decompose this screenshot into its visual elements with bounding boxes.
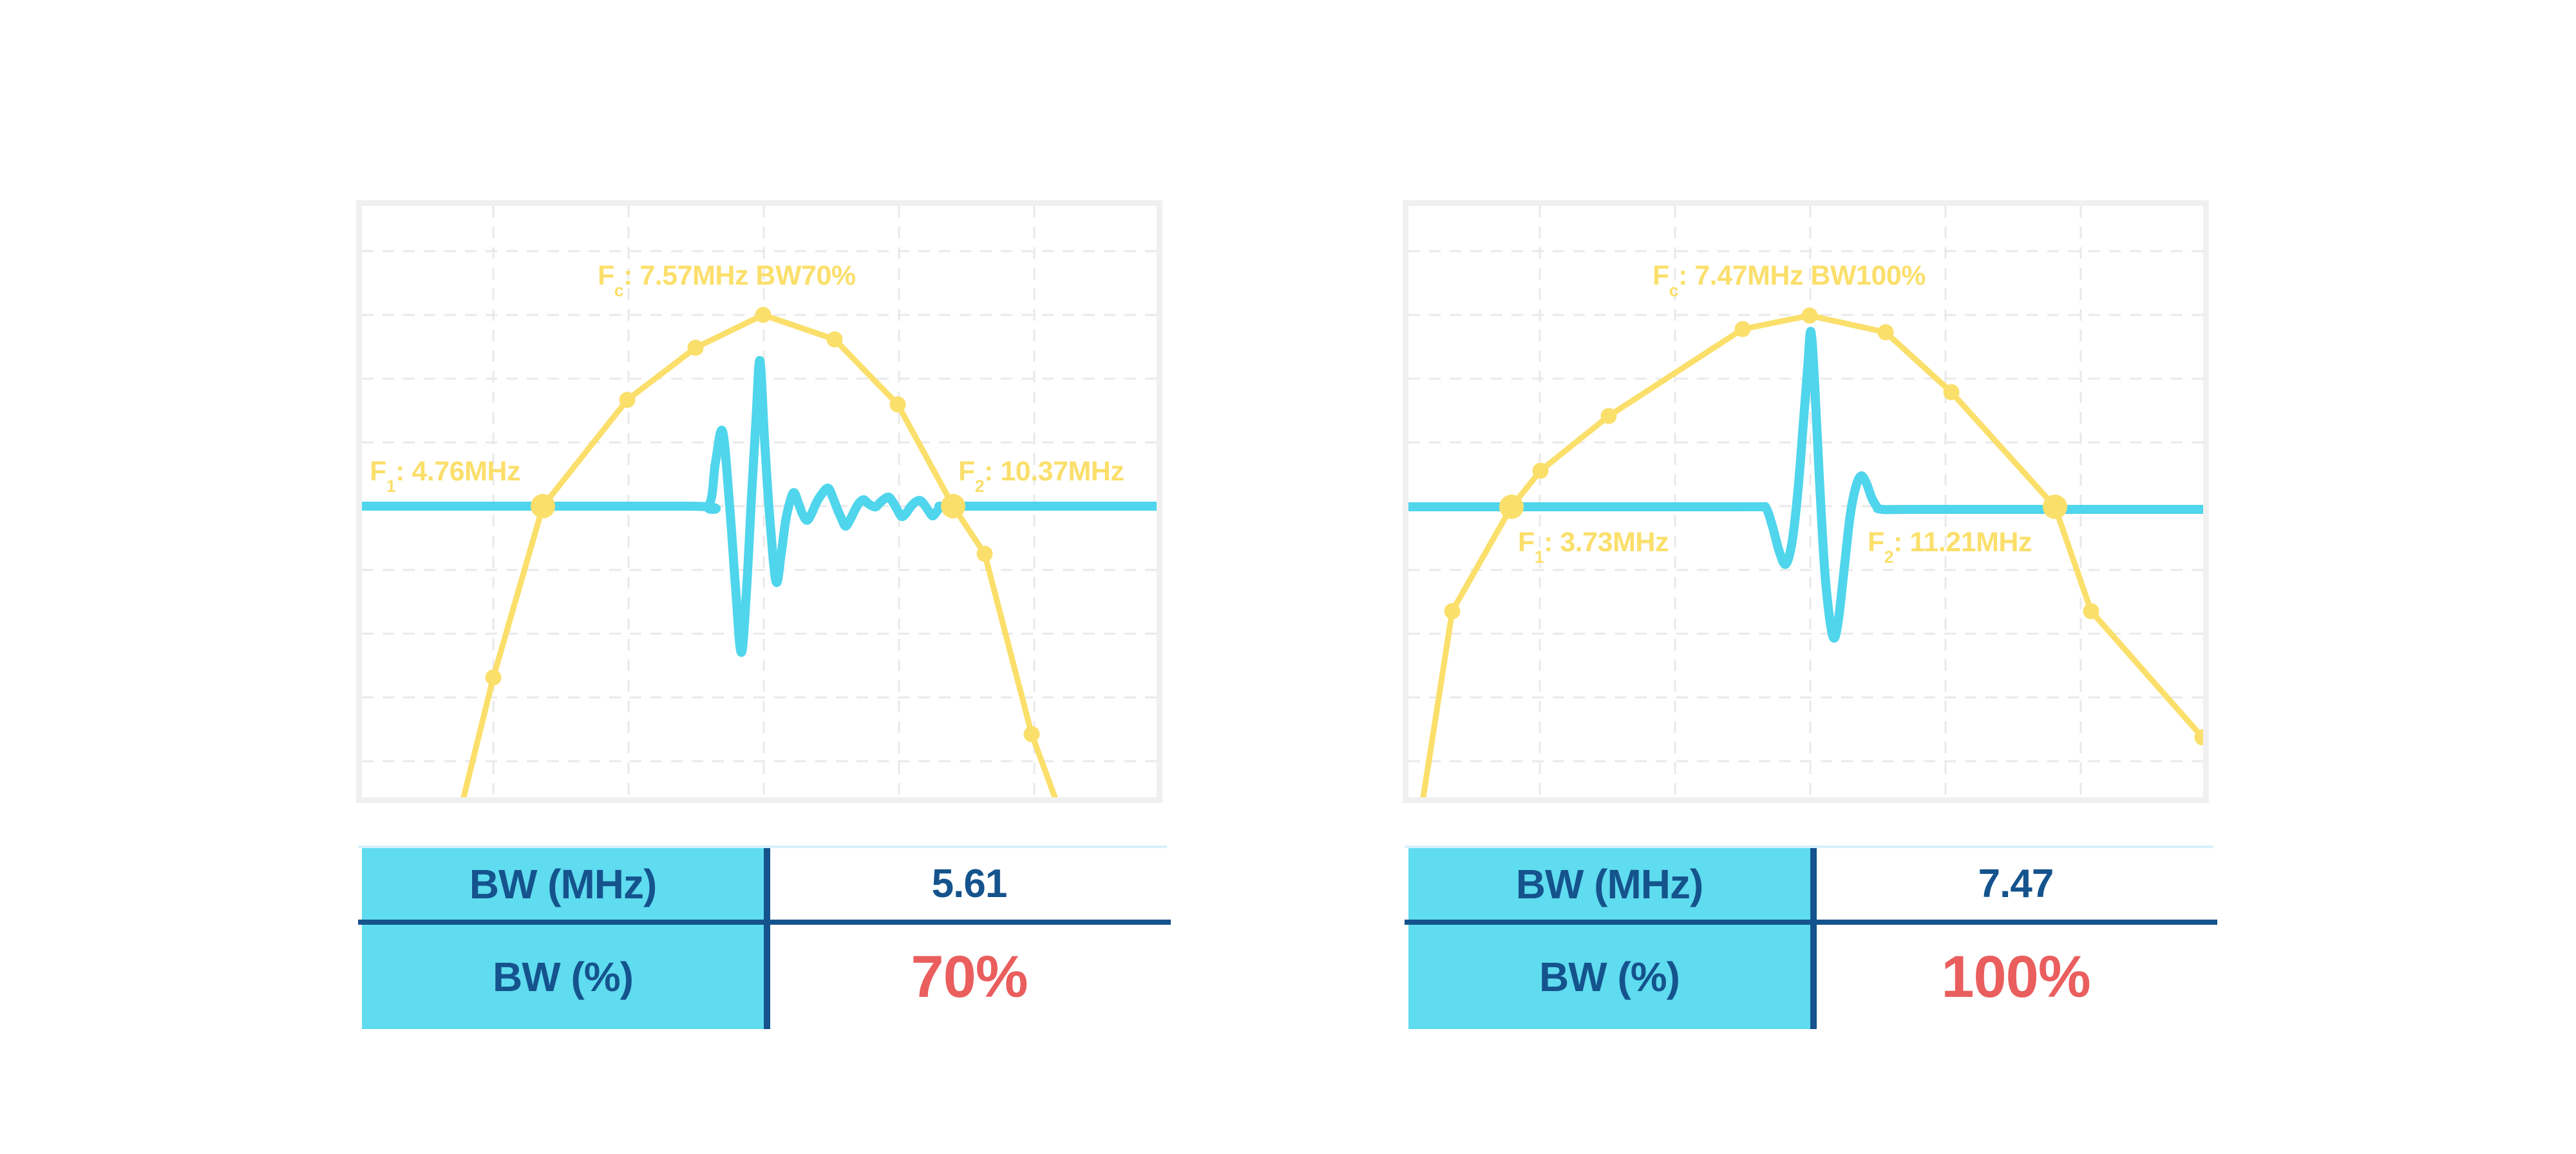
f2-annotation: F2: 11.21MHz <box>1868 527 2032 567</box>
chart-frame <box>356 200 1162 803</box>
spectrum-waveform-plot <box>362 206 1157 797</box>
f2-text: : 10.37MHz <box>984 456 1124 487</box>
spectrum-point-marker <box>485 669 502 686</box>
spectrum-point-marker <box>889 396 906 413</box>
bw-pct-value: 100% <box>1941 943 2090 1010</box>
f1-base: F <box>1518 527 1535 558</box>
f1-annotation: F1: 3.73MHz <box>1518 527 1669 567</box>
fc-text: : 7.47MHz BW100% <box>1678 260 1926 291</box>
fc-base: F <box>1653 260 1669 291</box>
f2-text: : 11.21MHz <box>1893 527 2032 558</box>
spectrum-point-marker <box>1444 603 1461 620</box>
spectrum-point-marker <box>1801 307 1818 324</box>
f2-base: F <box>958 456 975 487</box>
f2-annotation: F2: 10.37MHz <box>958 456 1124 496</box>
fc-subscript: c <box>1669 280 1679 300</box>
chart-frame <box>1403 200 2209 803</box>
fc-annotation: Fc: 7.57MHz BW70% <box>598 260 856 300</box>
table-column-divider <box>1810 848 1817 1029</box>
fc-subscript: c <box>614 280 624 300</box>
f1-subscript: 1 <box>386 476 396 496</box>
spectrum-point-marker <box>1877 324 1894 341</box>
table-top-border <box>1405 846 2213 848</box>
f1-subscript: 1 <box>1534 547 1544 567</box>
bw-pct-label: BW (%) <box>1539 954 1680 1000</box>
table-row-divider <box>1405 920 2217 925</box>
spectrum-curve <box>460 312 1058 797</box>
spectrum-point-marker <box>2083 603 2099 620</box>
bw-pct-label: BW (%) <box>493 954 634 1000</box>
spectrum-point-marker <box>755 307 772 323</box>
spectrum-waveform-plot <box>1408 206 2203 797</box>
f2-base: F <box>1868 527 1884 558</box>
bandwidth-table: BW (MHz) 7.47 BW (%) 100% <box>1405 846 2217 1029</box>
table-label-column-bg <box>1408 848 1810 1029</box>
bw-mhz-label: BW (MHz) <box>469 860 658 907</box>
spectrum-point-marker <box>1532 462 1549 479</box>
fc-annotation: Fc: 7.47MHz BW100% <box>1653 260 1926 300</box>
f1-text: : 4.76MHz <box>395 456 520 487</box>
f1-annotation: F1: 4.76MHz <box>370 456 520 496</box>
bandwidth-table: BW (MHz) 5.61 BW (%) 70% <box>358 846 1171 1029</box>
spectrum-point-marker <box>826 331 843 348</box>
table-row-divider <box>358 920 1171 925</box>
fc-text: : 7.57MHz BW70% <box>623 260 856 291</box>
cutoff-frequency-marker <box>1499 495 1524 519</box>
f2-subscript: 2 <box>1884 547 1894 567</box>
f1-text: : 3.73MHz <box>1544 527 1669 558</box>
spectrum-curve <box>1420 312 2203 797</box>
spectrum-point-marker <box>976 545 993 562</box>
spectrum-point-marker <box>1734 321 1751 337</box>
cutoff-frequency-marker <box>531 494 555 518</box>
spectrum-point-marker <box>1023 726 1040 743</box>
pulse-waveform <box>1408 326 2203 643</box>
table-top-border <box>358 846 1167 848</box>
bw-mhz-value: 7.47 <box>1978 862 2054 906</box>
spectrum-point-marker <box>687 339 704 356</box>
table-label-column-bg <box>362 848 764 1029</box>
f1-base: F <box>370 456 386 487</box>
cutoff-frequency-marker <box>2043 495 2067 519</box>
fc-base: F <box>598 260 614 291</box>
spectrum-point-marker <box>619 392 636 408</box>
spectrum-point-marker <box>2194 729 2203 746</box>
cutoff-frequency-marker <box>941 494 965 518</box>
bw-mhz-label: BW (MHz) <box>1515 860 1704 907</box>
bw-mhz-value: 5.61 <box>931 862 1008 906</box>
spectrum-point-marker <box>1943 384 1960 401</box>
bw-pct-value: 70% <box>911 943 1028 1010</box>
table-column-divider <box>764 848 770 1029</box>
f2-subscript: 2 <box>974 476 985 496</box>
spectrum-point-marker <box>1600 408 1617 424</box>
pulse-waveform <box>362 355 1157 657</box>
